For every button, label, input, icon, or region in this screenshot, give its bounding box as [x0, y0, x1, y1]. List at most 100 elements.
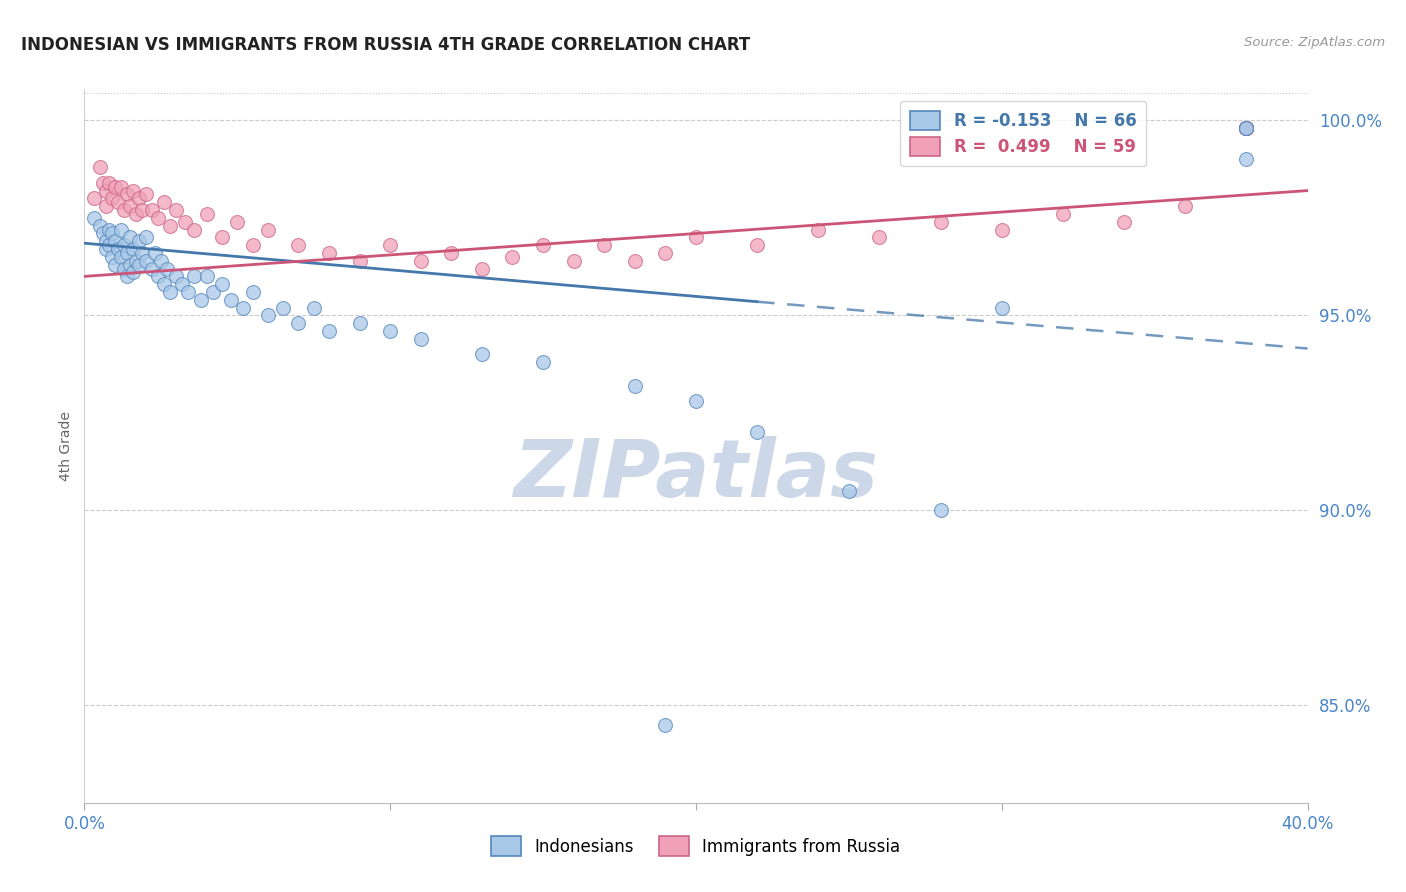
Point: [562, 253, 585, 268]
Text: ZIPatlas: ZIPatlas: [513, 435, 879, 514]
Point: [471, 261, 494, 276]
Point: [107, 242, 129, 256]
Point: [165, 203, 187, 218]
Point: [97, 222, 120, 236]
Point: [929, 503, 952, 517]
Point: [135, 253, 157, 268]
Point: [1236, 121, 1258, 136]
Point: [232, 301, 254, 315]
Point: [1174, 199, 1197, 213]
Point: [242, 285, 264, 299]
Point: [110, 250, 132, 264]
Point: [131, 203, 153, 218]
Point: [89, 219, 111, 233]
Point: [654, 718, 676, 732]
Point: [287, 316, 309, 330]
Point: [991, 222, 1014, 236]
Point: [226, 215, 249, 229]
Point: [159, 285, 181, 299]
Point: [115, 269, 138, 284]
Point: [929, 215, 952, 229]
Point: [101, 250, 124, 264]
Point: [112, 238, 135, 252]
Text: Source: ZipAtlas.com: Source: ZipAtlas.com: [1244, 36, 1385, 49]
Point: [318, 246, 340, 260]
Legend: Indonesians, Immigrants from Russia: Indonesians, Immigrants from Russia: [485, 830, 907, 863]
Point: [120, 258, 142, 272]
Point: [349, 253, 371, 268]
Point: [838, 483, 860, 498]
Point: [125, 253, 148, 268]
Point: [195, 269, 218, 284]
Point: [91, 176, 114, 190]
Point: [1236, 153, 1258, 167]
Point: [153, 195, 176, 210]
Point: [1236, 121, 1258, 136]
Point: [83, 191, 105, 205]
Point: [135, 230, 157, 244]
Point: [211, 230, 233, 244]
Point: [112, 203, 135, 218]
Point: [531, 238, 554, 252]
Point: [409, 332, 432, 346]
Point: [654, 246, 676, 260]
Point: [624, 378, 647, 392]
Point: [91, 227, 114, 241]
Point: [219, 293, 242, 307]
Point: [502, 250, 524, 264]
Point: [177, 285, 200, 299]
Point: [1236, 121, 1258, 136]
Point: [685, 230, 707, 244]
Point: [110, 222, 132, 236]
Point: [201, 285, 224, 299]
Point: [122, 184, 145, 198]
Point: [318, 324, 340, 338]
Point: [141, 203, 163, 218]
Point: [115, 246, 138, 260]
Point: [531, 355, 554, 369]
Point: [122, 265, 145, 279]
Point: [149, 253, 172, 268]
Point: [991, 301, 1014, 315]
Point: [131, 246, 153, 260]
Point: [747, 238, 769, 252]
Point: [1236, 121, 1258, 136]
Point: [146, 269, 169, 284]
Point: [1236, 121, 1258, 136]
Point: [685, 394, 707, 409]
Point: [257, 309, 280, 323]
Point: [183, 269, 205, 284]
Point: [211, 277, 233, 292]
Point: [110, 179, 132, 194]
Point: [94, 242, 117, 256]
Point: [107, 195, 129, 210]
Point: [440, 246, 463, 260]
Point: [593, 238, 616, 252]
Point: [271, 301, 294, 315]
Point: [122, 242, 145, 256]
Point: [380, 324, 402, 338]
Point: [120, 230, 142, 244]
Point: [143, 246, 166, 260]
Point: [1236, 121, 1258, 136]
Point: [153, 277, 176, 292]
Point: [94, 199, 117, 213]
Point: [1236, 121, 1258, 136]
Point: [94, 184, 117, 198]
Point: [1052, 207, 1074, 221]
Point: [104, 179, 127, 194]
Point: [128, 234, 150, 248]
Point: [115, 187, 138, 202]
Point: [183, 222, 205, 236]
Point: [172, 277, 194, 292]
Point: [471, 347, 494, 361]
Point: [120, 199, 142, 213]
Point: [869, 230, 891, 244]
Point: [190, 293, 212, 307]
Point: [1236, 121, 1258, 136]
Point: [174, 215, 197, 229]
Point: [165, 269, 187, 284]
Point: [380, 238, 402, 252]
Text: INDONESIAN VS IMMIGRANTS FROM RUSSIA 4TH GRADE CORRELATION CHART: INDONESIAN VS IMMIGRANTS FROM RUSSIA 4TH…: [21, 36, 751, 54]
Point: [83, 211, 105, 225]
